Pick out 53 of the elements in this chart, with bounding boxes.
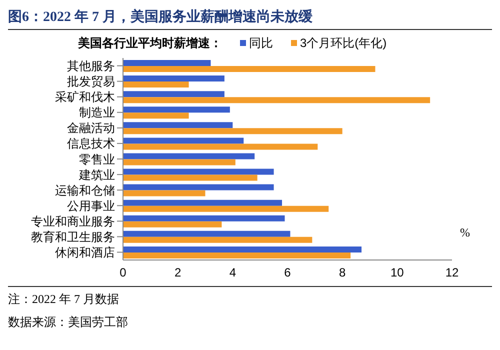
y-tick-label: 专业和商业服务 [31,214,115,228]
bar [123,66,376,72]
x-tick-label: 4 [229,266,236,280]
x-tick-label: 10 [390,266,404,280]
x-tick-label: 8 [338,266,346,280]
x-tick-label: 6 [284,266,292,280]
y-tick-label: 金融活动 [67,121,115,136]
y-tick-label: 休闲和酒店 [55,245,115,260]
chart-title: 图6：2022 年 7 月，美国服务业薪酬增速尚未放缓 [8,8,492,30]
bar [123,144,318,150]
source-note: 数据来源：美国劳工部 [8,314,129,331]
y-tick-label: 批发贸易 [67,74,115,89]
bar [123,190,206,196]
x-tick-label: 2 [174,266,182,280]
bar [123,221,222,228]
y-tick-label: 公用事业 [67,198,115,213]
bar [123,252,351,258]
bar [123,138,244,144]
bar [123,230,290,237]
bar [123,76,224,82]
bar [123,215,285,222]
bar [123,112,189,119]
bar [123,122,233,128]
x-tick-label: 12 [445,266,459,280]
bar [123,174,258,181]
bar [123,91,224,98]
y-tick-label: 建筑业 [78,168,115,182]
y-tick-label: 制造业 [79,106,115,120]
y-tick-label: 信息技术 [67,136,115,151]
legend-label: 3个月环比(年化) [300,34,387,52]
bar [123,97,430,104]
text: 注：2022 年 7 月数据 [8,291,120,308]
bar [123,184,274,190]
x-tick-label: 0 [120,266,127,280]
bar [123,159,236,166]
bar [123,106,230,113]
bar [123,153,255,160]
bar [123,168,274,175]
bar [123,246,362,252]
y-tick-label: 零售业 [79,152,115,166]
y-tick-label: 教育和卫生服务 [31,230,115,244]
bar [123,60,211,66]
bar [123,236,312,243]
legend-title: 美国各行业平均时薪增速： [78,34,222,52]
y-tick-label: 其他服务 [67,59,115,74]
y-tick-label: 采矿和伐木 [55,90,115,104]
legend-label: 同比 [249,34,273,52]
bar [123,82,189,88]
x-axis-title: % [460,226,470,240]
bar [123,206,329,212]
bar [123,200,282,206]
bar [123,128,342,134]
y-tick-label: 运输和仓储 [55,183,115,198]
